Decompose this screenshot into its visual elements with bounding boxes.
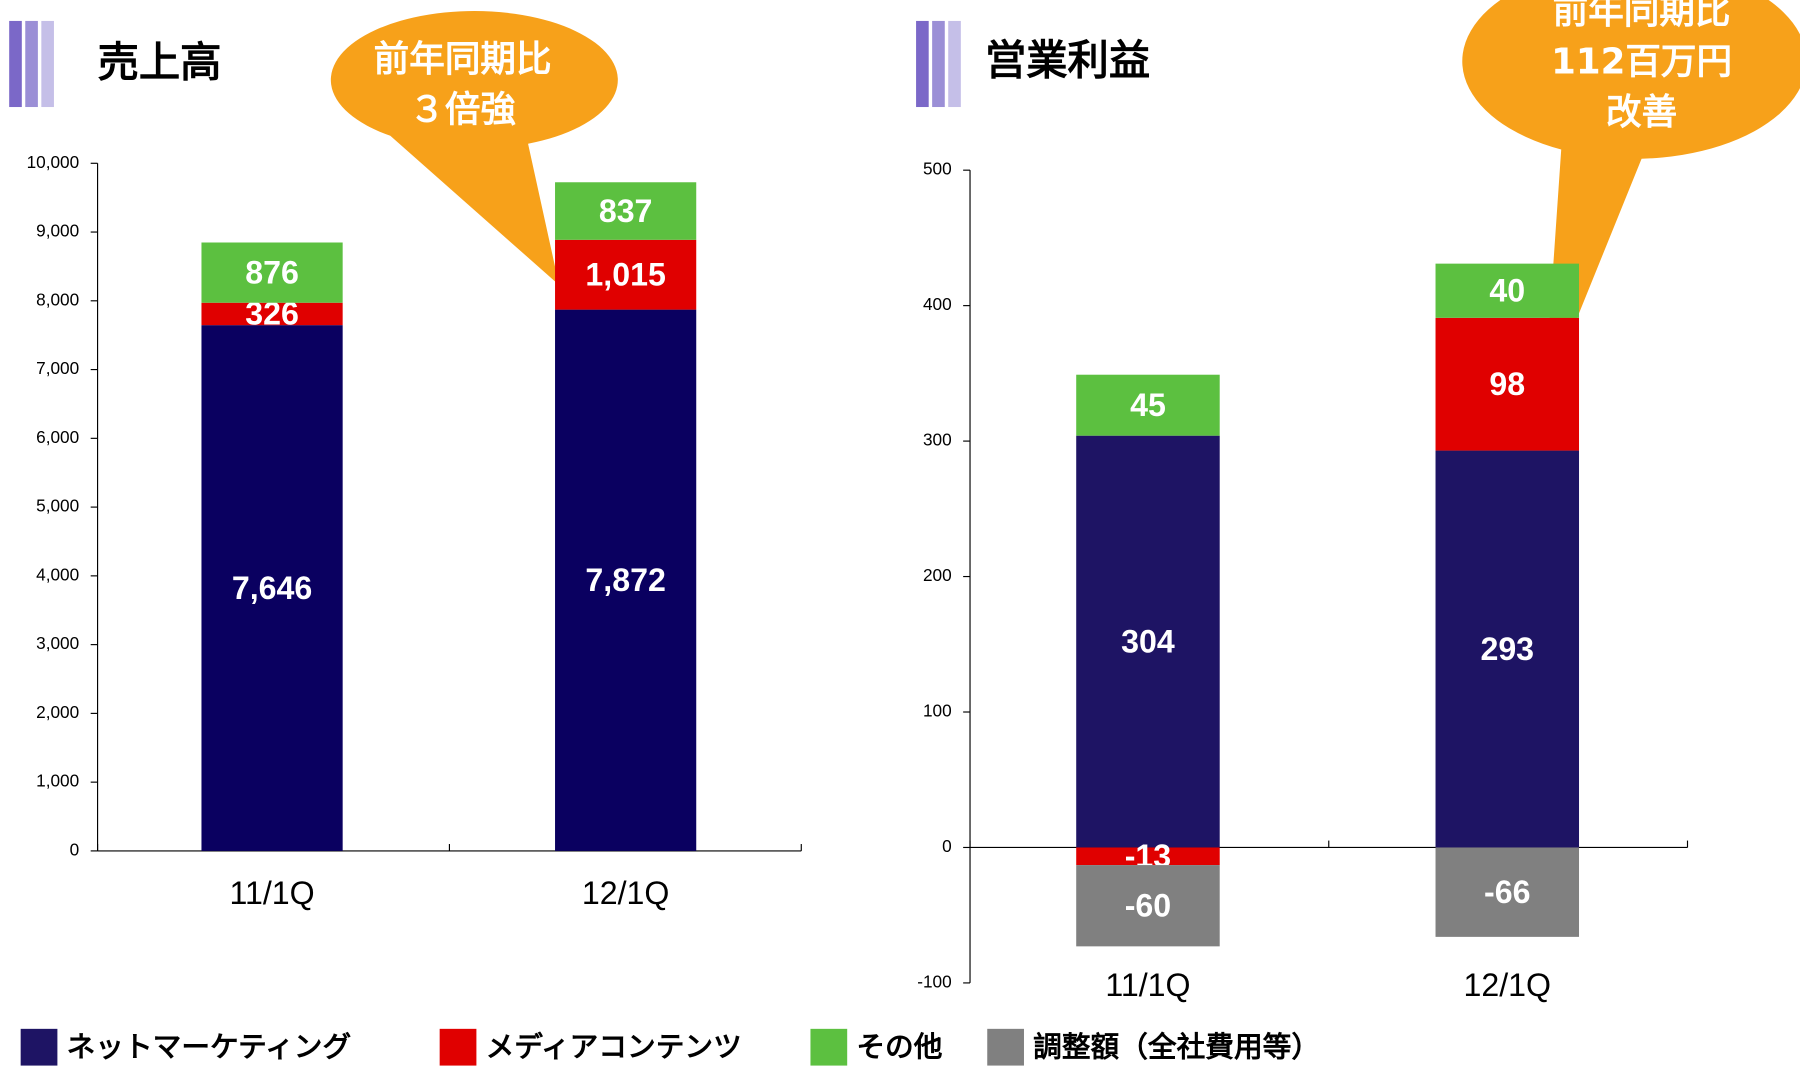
data-label: 1,015 [585,256,665,292]
x-tick-label: 11/1Q [229,875,314,911]
legend-swatch [439,1028,477,1066]
y-tick-label: -100 [917,971,951,991]
legend-label: メディアコンテンツ [486,1029,742,1063]
y-tick-label: 2,000 [36,702,79,722]
bar-segment [555,182,697,240]
y-tick-label: 1,000 [36,771,79,791]
data-label: 837 [599,193,653,229]
data-label: -60 [1125,887,1171,923]
y-tick-label: 8,000 [36,289,79,309]
callout-text: 改善 [1606,92,1677,133]
legend-swatch [987,1028,1024,1066]
bar-segment [201,302,343,326]
bar-segment [201,325,343,851]
bar-segment [1435,317,1580,451]
x-tick-label: 12/1Q [1464,967,1552,1003]
chart-title: 営業利益 [985,36,1150,84]
data-label: -66 [1484,874,1530,910]
data-label: 7,646 [232,570,312,606]
data-label: 98 [1489,366,1525,402]
y-tick-label: 0 [942,836,952,856]
legend-swatch [20,1028,58,1066]
x-tick-label: 11/1Q [1105,967,1190,1003]
callout-bubble [330,11,618,285]
data-label: 45 [1130,387,1166,423]
bar-segment [1076,374,1220,436]
y-tick-label: 10,000 [27,152,80,172]
callout-text: ３倍強 [409,90,516,131]
data-label: 40 [1489,273,1525,309]
bar-segment [1435,847,1580,937]
legend-label: ネットマーケティング [67,1029,352,1063]
x-tick-label: 12/1Q [582,875,670,911]
bar-segment [1076,865,1220,947]
y-tick-label: 6,000 [36,427,79,447]
heading-icon [9,20,961,108]
callout-bubble [1462,0,1800,400]
y-tick-label: 7,000 [36,358,79,378]
y-tick-label: 300 [923,430,952,450]
bar-segment [1435,450,1580,848]
y-tick-label: 200 [923,565,952,585]
data-label: 876 [245,254,299,290]
legend-label: その他 [856,1029,942,1063]
y-tick-label: 500 [923,159,952,179]
bar-segment [1076,435,1220,848]
y-tick-label: 100 [923,701,952,721]
bar-segment [1435,263,1580,318]
y-tick-label: 400 [923,294,952,314]
y-tick-label: 4,000 [36,564,79,584]
bar-segment [555,239,697,310]
legend-swatch [810,1028,848,1066]
callout-text: 前年同期比 [374,39,552,80]
bar-segment [555,309,697,851]
data-label: 304 [1121,623,1175,659]
bar-segment [1076,847,1220,866]
data-label: 293 [1480,631,1534,667]
legend-label: 調整額（全社費用等） [1033,1029,1320,1063]
y-tick-label: 9,000 [36,221,79,241]
bar-segment [201,242,343,303]
y-tick-label: 0 [70,839,80,859]
data-label: 7,872 [585,562,665,598]
callout-text: 112百万円 [1551,41,1732,82]
callout-text: 前年同期比 [1553,0,1731,32]
y-tick-label: 3,000 [36,633,79,653]
chart-title: 売上高 [98,39,222,87]
y-tick-label: 5,000 [36,496,79,516]
